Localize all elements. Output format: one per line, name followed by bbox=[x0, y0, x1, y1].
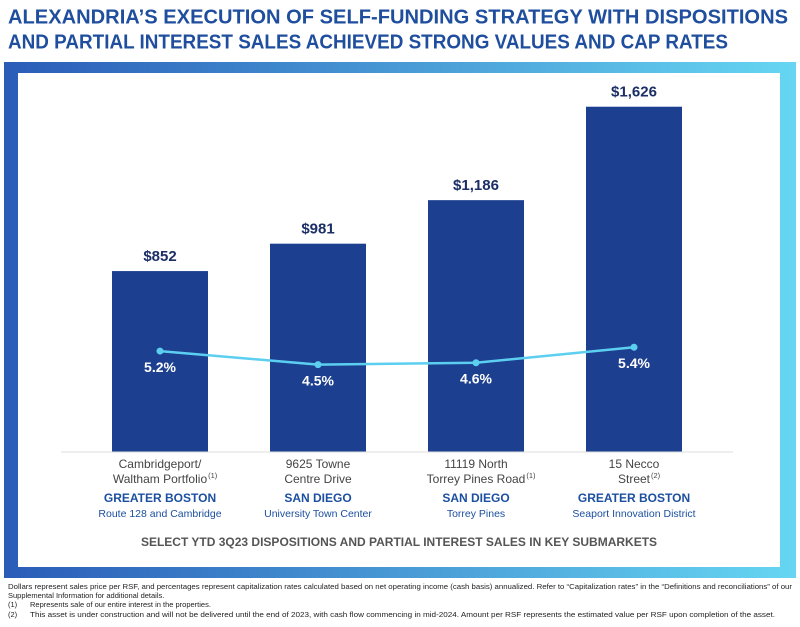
footnote-marker: (2) bbox=[8, 610, 18, 619]
cap-rate-label: 4.5% bbox=[302, 372, 334, 388]
x-tick-label: 11119 North bbox=[444, 457, 507, 471]
x-tick-label: Centre Drive bbox=[284, 472, 352, 486]
bar-value-label: $981 bbox=[301, 221, 334, 238]
x-tick-label: Torrey Pines Road bbox=[427, 472, 526, 486]
submarket-area: Torrey Pines bbox=[447, 508, 505, 520]
x-tick-label: Waltham Portfolio bbox=[113, 472, 208, 486]
x-tick-label: 9625 Towne bbox=[286, 457, 351, 471]
cap-rate-point bbox=[472, 359, 480, 367]
submarket-region: GREATER BOSTON bbox=[578, 491, 690, 505]
cap-rate-point bbox=[630, 343, 638, 351]
submarket-area: Seaport Innovation District bbox=[572, 508, 695, 520]
x-tick-label: 15 Necco bbox=[609, 457, 660, 471]
bar bbox=[586, 106, 682, 453]
bar-value-label: $1,186 bbox=[453, 177, 499, 194]
footnote: This asset is under construction and wil… bbox=[30, 610, 775, 619]
x-tick-label: Street bbox=[618, 472, 651, 486]
category-note: (1) bbox=[208, 471, 218, 480]
x-axis-label: SELECT YTD 3Q23 DISPOSITIONS AND PARTIAL… bbox=[141, 535, 657, 549]
footnote: Dollars represent sales price per RSF, a… bbox=[8, 582, 793, 591]
bar bbox=[112, 271, 208, 452]
x-tick-label: Cambridgeport/ bbox=[119, 457, 202, 471]
category-note: (2) bbox=[651, 471, 661, 480]
bar bbox=[270, 243, 366, 452]
submarket-region: GREATER BOSTON bbox=[104, 491, 216, 505]
submarket-region: SAN DIEGO bbox=[442, 491, 509, 505]
footnote: Supplemental Information for additional … bbox=[8, 591, 164, 600]
submarket-area: Route 128 and Cambridge bbox=[98, 508, 221, 520]
bar-value-label: $1,626 bbox=[611, 84, 657, 101]
cap-rate-point bbox=[156, 347, 164, 355]
submarket-region: SAN DIEGO bbox=[284, 491, 351, 505]
category-note: (1) bbox=[526, 471, 536, 480]
cap-rate-label: 5.4% bbox=[618, 355, 650, 371]
title-line: ALEXANDRIA’S EXECUTION OF SELF-FUNDING S… bbox=[8, 6, 788, 28]
bar bbox=[428, 200, 524, 452]
title-line: AND PARTIAL INTEREST SALES ACHIEVED STRO… bbox=[8, 31, 728, 53]
cap-rate-point bbox=[314, 361, 322, 369]
submarket-area: University Town Center bbox=[264, 508, 372, 520]
bar-value-label: $852 bbox=[143, 248, 176, 265]
cap-rate-label: 4.6% bbox=[460, 370, 492, 386]
cap-rate-label: 5.2% bbox=[144, 359, 176, 375]
footnote-marker: (1) bbox=[8, 600, 18, 609]
cap-rate-line bbox=[159, 345, 635, 366]
footnote: Represents sale of our entire interest i… bbox=[30, 600, 211, 609]
